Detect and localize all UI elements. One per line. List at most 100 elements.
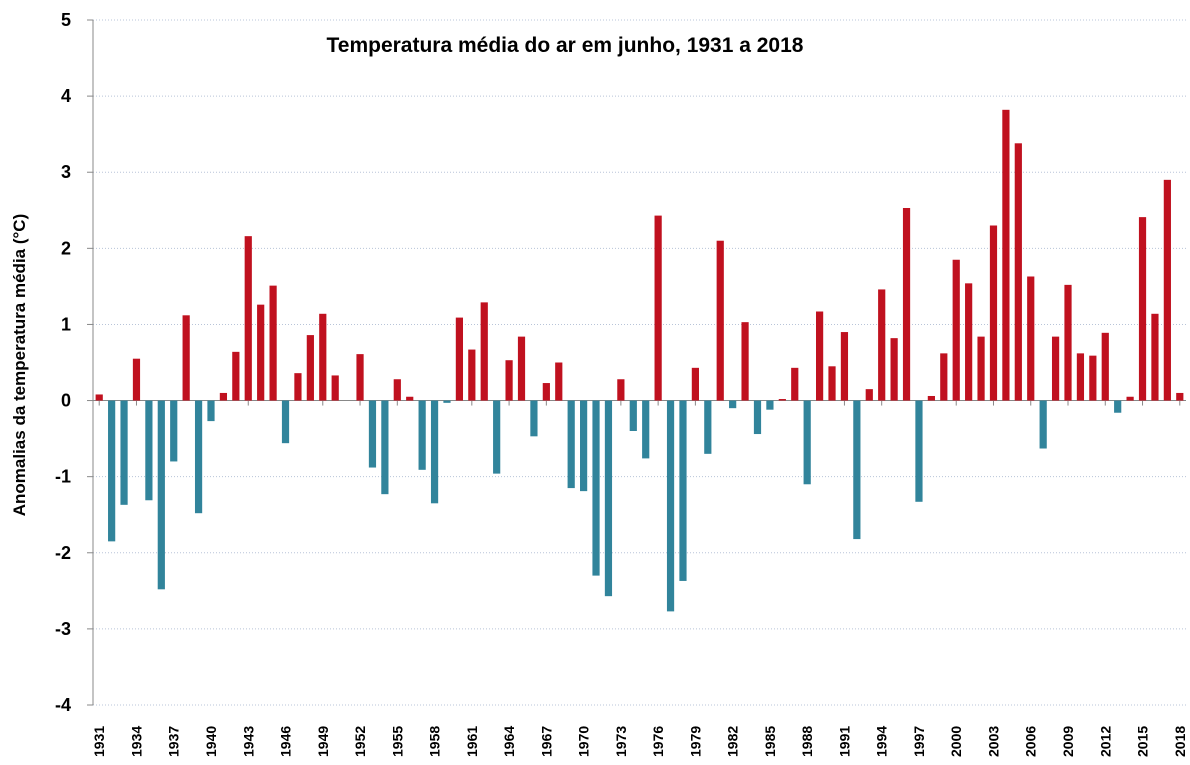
bar [244,236,252,401]
bar [679,400,687,581]
x-tick-label: 1949 [315,726,331,757]
y-tick-label: 2 [61,238,71,258]
bar [828,366,836,401]
bar [157,400,165,590]
bar [443,400,451,403]
chart-title: Temperatura média do ar em junho, 1931 a… [327,34,804,57]
y-tick-label: -4 [55,695,71,715]
bar [952,259,960,401]
bar [1176,392,1184,401]
x-tick-label: 2015 [1135,726,1151,757]
x-tick-label: 1940 [203,726,219,757]
bar [927,395,935,401]
bar [1064,284,1072,401]
bar [331,375,339,401]
x-tick-label: 1979 [687,726,703,757]
bar [1051,336,1060,401]
y-axis-label: Anomalias da temperatura média (°C) [10,214,29,517]
bar [257,304,265,401]
bar [468,349,476,401]
y-tick-label: 0 [61,391,71,411]
bar [418,400,426,470]
x-tick-label: 1982 [725,726,741,757]
bar [207,400,215,422]
y-tick-label: -1 [55,467,71,487]
bar [95,394,103,401]
bar [766,400,774,410]
bar [890,338,898,401]
y-tick-label: 3 [61,162,71,182]
bar [629,400,637,431]
x-tick-label: 1961 [464,726,480,757]
bar [853,400,861,540]
bar [741,322,749,401]
y-tick-label: -3 [55,619,71,639]
bar [778,399,786,401]
bar [108,400,116,542]
bar [368,400,377,468]
bar [580,400,588,492]
bar [555,362,563,401]
x-tick-label: 1985 [762,726,778,757]
x-tick-label: 1967 [538,726,554,757]
bar [704,400,712,454]
x-tick-label: 1946 [278,726,294,757]
bar [567,400,575,489]
bar [878,289,886,401]
x-tick-label: 1994 [874,726,890,757]
bar [393,379,401,401]
bar [654,215,662,401]
bar [306,335,314,401]
bar [1039,400,1047,449]
bar [530,400,538,437]
bar [493,400,501,474]
bar [430,400,439,504]
bar [965,283,973,401]
x-tick-label: 1976 [650,726,666,757]
x-tick-label: 1964 [501,726,517,757]
bar [791,367,799,401]
bar [753,400,762,435]
bar [319,313,327,401]
bar [219,392,228,401]
x-tick-label: 1958 [427,726,443,757]
x-tick-label: 2012 [1097,726,1113,757]
bar [902,207,911,401]
bar [170,400,178,462]
bar [1089,355,1097,401]
bar [815,311,824,401]
bar [940,353,948,401]
bar [517,336,526,401]
bar [1114,400,1122,413]
bar [120,400,128,505]
bar [716,240,724,401]
bar [281,400,290,444]
bar [1101,332,1109,401]
bar [145,400,153,501]
bar [617,379,625,401]
bar [1014,143,1022,401]
bar [989,225,998,401]
bar [1002,109,1010,401]
y-tick-label: -2 [55,543,71,563]
bar [691,367,699,401]
bar [1126,396,1134,401]
bar [1151,313,1159,401]
x-tick-label: 2018 [1172,726,1188,757]
bar [840,332,849,401]
bar [1138,217,1147,401]
bar [865,389,873,401]
y-tick-label: 1 [61,314,71,334]
bar [604,400,613,597]
bar [666,400,675,612]
bar [1163,179,1171,401]
x-tick-label: 1997 [911,726,927,757]
bar [182,315,190,401]
x-tick-label: 1970 [576,726,592,757]
y-tick-label: 4 [61,86,71,106]
x-tick-label: 1973 [613,726,629,757]
bar [132,358,141,401]
bar [406,396,414,401]
x-tick-label: 2000 [948,726,964,757]
